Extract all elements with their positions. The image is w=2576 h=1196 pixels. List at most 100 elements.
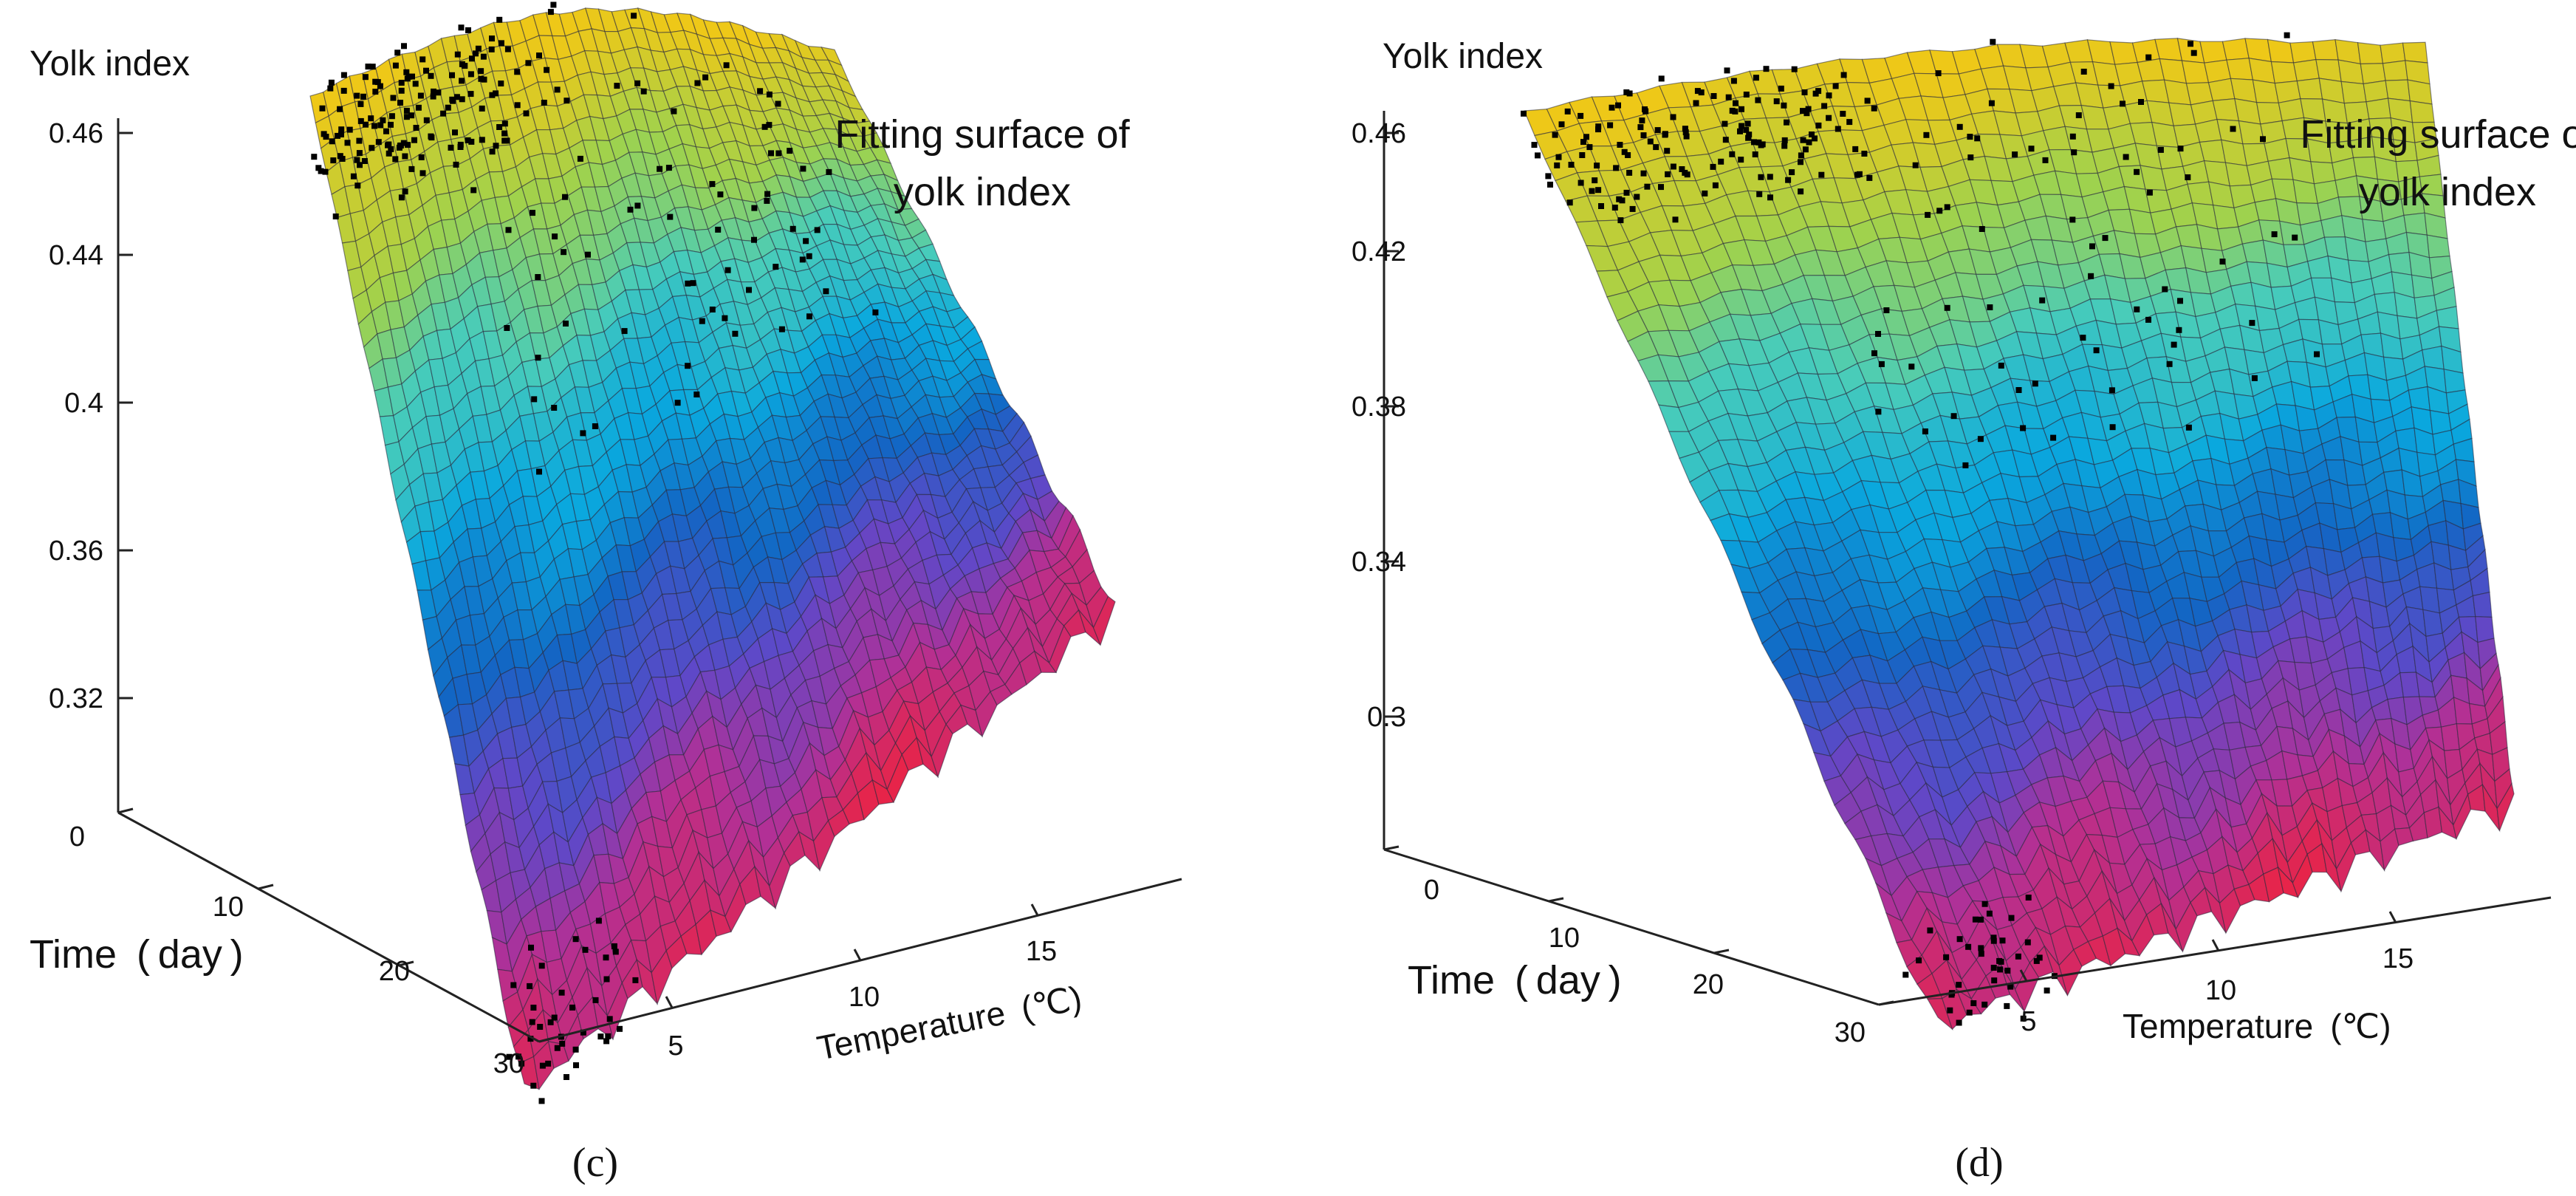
data-point [1566,199,1573,206]
y-tick-label: 20 [379,956,410,987]
data-point [2123,154,2129,160]
data-point [773,264,779,270]
data-point [1634,194,1640,200]
data-point [397,100,403,106]
data-point [1781,137,1788,143]
data-point [1654,127,1661,134]
data-point [1547,181,1553,188]
data-point [394,49,401,56]
data-point [498,40,504,47]
data-point [467,91,474,98]
data-point [693,392,700,397]
data-point [411,137,417,143]
data-point [1991,977,1998,984]
data-point [386,141,392,148]
data-point [806,313,812,320]
data-point [2230,126,2236,132]
x-tick-label: 5 [668,1031,683,1062]
data-point [685,363,691,369]
data-point [419,170,426,177]
data-point [357,117,364,124]
data-point [722,315,728,321]
x-axis-label: Temperature (℃) [2123,1007,2391,1045]
data-point [634,80,641,86]
data-point [1778,85,1784,92]
data-point [1763,66,1770,72]
data-point [1658,75,1665,82]
data-point [1990,38,1996,45]
data-point [732,330,739,337]
data-point [667,213,674,220]
data-point [453,161,459,168]
axis-labels: Yolk index 0.46 0.44 0.4 0.36 0.32 0 10 … [30,44,1131,1186]
data-point [380,117,386,123]
data-point [563,321,569,327]
data-point [388,146,394,152]
data-point [465,137,471,143]
data-point [318,168,324,174]
data-point [1826,115,1832,121]
data-point [2120,100,2125,107]
data-point [2080,335,2086,341]
data-point [1818,171,1825,178]
data-point [538,1098,545,1104]
data-point [2012,151,2018,158]
data-point [1801,89,1808,95]
data-point [338,126,345,133]
data-point [504,325,510,331]
data-point [1789,169,1795,176]
data-point [2020,425,2027,431]
data-point [1812,135,1818,142]
data-point [1803,110,1810,117]
data-point [538,963,545,969]
data-point [2188,41,2193,47]
surface-patch [2337,59,2364,85]
data-point [478,68,484,75]
x-tick-label: 10 [2205,975,2236,1006]
z-tick-label: 0.3 [1367,702,1406,733]
data-point [1798,188,1804,195]
data-point [1861,151,1868,157]
data-point [525,60,532,66]
x-tick-mark [2211,939,2220,951]
surface-chart-d: Yolk index 0.46 0.42 0.38 0.34 0.3 0 10 … [1352,32,2576,1186]
data-point [605,1033,612,1039]
data-point [1962,462,1969,468]
data-point [1902,971,1909,978]
data-point [1595,123,1602,130]
data-point [2028,146,2035,152]
data-point [469,55,475,62]
data-point [536,468,542,475]
data-point [338,131,344,137]
data-point [1972,916,1979,923]
data-point [419,56,426,63]
data-point [1670,114,1676,120]
data-point [1672,216,1679,223]
data-point [457,141,464,148]
data-point [751,205,758,211]
data-point [614,83,620,89]
data-point [1916,957,1922,964]
data-point [2015,387,2022,393]
data-point [1647,138,1654,145]
data-point [319,105,326,112]
data-point [572,1046,579,1053]
data-point [2033,957,2040,964]
data-point [775,100,781,107]
data-point [501,137,508,144]
data-point [1639,117,1645,124]
data-point [1759,141,1766,148]
data-point [1821,103,1828,109]
y-tick-mark [258,884,274,890]
data-point [558,989,565,996]
y-tick-mark [398,960,414,967]
data-point [448,144,454,151]
data-point [690,280,696,287]
x-tick-mark [2388,911,2397,923]
data-point [768,150,774,157]
data-point [1956,936,1963,943]
y-tick-label: 0 [69,821,85,852]
surface-patch [2436,306,2459,329]
data-point [452,129,458,136]
data-point [1923,131,1930,138]
